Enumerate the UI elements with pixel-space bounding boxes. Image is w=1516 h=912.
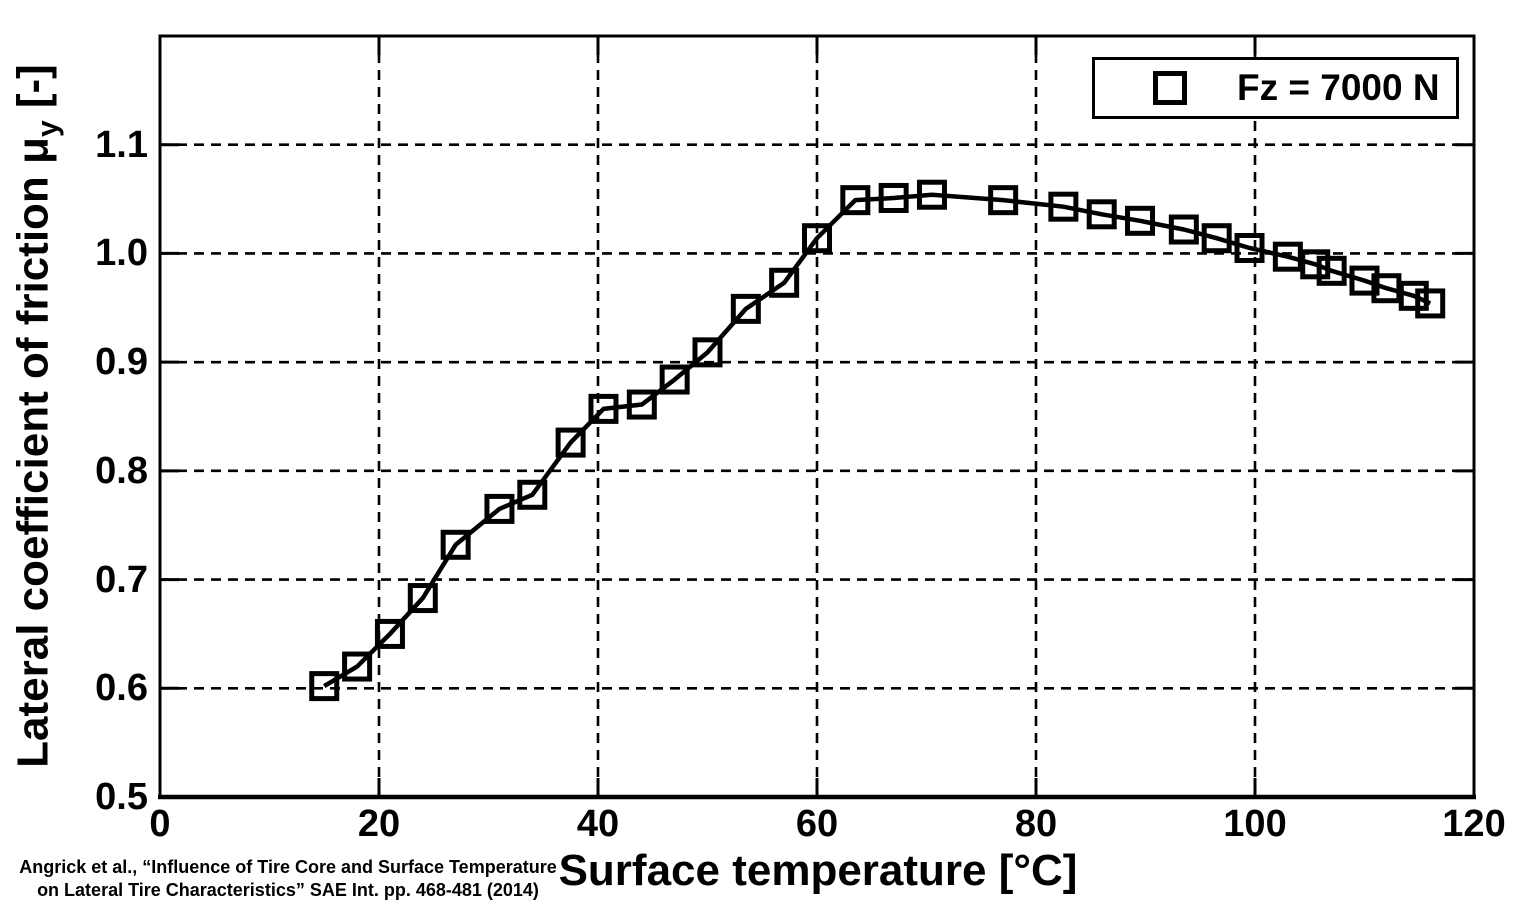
x-axis-tick-label: 120	[1442, 803, 1506, 845]
data-point-marker	[1168, 214, 1199, 245]
data-point-marker	[588, 393, 619, 424]
y-axis-tick-label: 1.0	[95, 232, 148, 274]
y-axis-tick-label: 0.9	[95, 341, 148, 383]
data-point-marker	[692, 337, 723, 368]
data-point-marker	[916, 179, 947, 210]
data-point-marker	[1201, 223, 1232, 254]
data-point-marker	[1415, 288, 1446, 319]
y-axis-tick-label: 0.6	[95, 667, 148, 709]
citation: Angrick et al., “Influence of Tire Core …	[18, 856, 558, 902]
data-point-marker	[1086, 199, 1117, 230]
y-axis-tick-label: 0.7	[95, 559, 148, 601]
x-axis-tick-label: 40	[576, 803, 620, 845]
data-point-marker	[1048, 191, 1079, 222]
open-square-marker-icon	[1153, 71, 1187, 105]
data-point-marker	[730, 293, 761, 324]
y-axis-tick-label: 0.5	[95, 776, 148, 818]
data-point-marker	[1316, 255, 1347, 286]
data-point-marker	[1125, 205, 1156, 236]
data-point-marker	[988, 185, 1019, 216]
data-point-marker	[840, 185, 871, 216]
data-point-marker	[407, 583, 438, 614]
x-axis-tick-label: 0	[149, 803, 171, 845]
legend-label: Fz = 7000 N	[1237, 67, 1440, 108]
y-axis-title-main: Lateral coefficient of friction μ	[8, 137, 58, 768]
data-point-marker	[659, 364, 690, 395]
y-axis-title-subscript: y	[31, 120, 65, 138]
data-point-marker	[626, 389, 657, 420]
y-axis-tick-label: 0.8	[95, 450, 148, 492]
x-axis-tick-label: 60	[795, 803, 839, 845]
data-point-marker	[1234, 232, 1265, 263]
data-point-marker	[1300, 249, 1331, 280]
x-axis-tick-label: 20	[357, 803, 401, 845]
x-axis-tick-label: 100	[1223, 803, 1287, 845]
data-point-marker	[517, 479, 548, 510]
y-axis-title-suffix: [-]	[8, 64, 58, 121]
data-series-line	[323, 192, 1432, 689]
x-axis-title: Surface temperature [°C]	[558, 846, 1078, 895]
citation-line-1: Angrick et al., “Influence of Tire Core …	[19, 857, 557, 877]
data-point-marker	[555, 427, 586, 458]
data-point-marker	[1398, 280, 1429, 311]
data-point-marker	[878, 182, 909, 213]
data-point-marker	[802, 223, 832, 254]
data-point-marker	[309, 671, 340, 702]
data-point-marker	[374, 618, 405, 649]
x-axis-tick-label: 80	[1014, 803, 1058, 845]
y-axis-title: Lateral coefficient of friction μy [-]	[9, 64, 66, 768]
legend: Fz = 7000 N	[1092, 57, 1459, 119]
y-axis-tick-label: 1.1	[95, 124, 148, 166]
data-point-marker	[440, 529, 471, 560]
citation-line-2: on Lateral Tire Characteristics” SAE Int…	[37, 880, 539, 900]
data-point-marker	[484, 493, 515, 524]
data-point-marker	[769, 267, 800, 298]
data-point-marker	[342, 651, 373, 682]
data-point-marker	[1349, 265, 1380, 296]
